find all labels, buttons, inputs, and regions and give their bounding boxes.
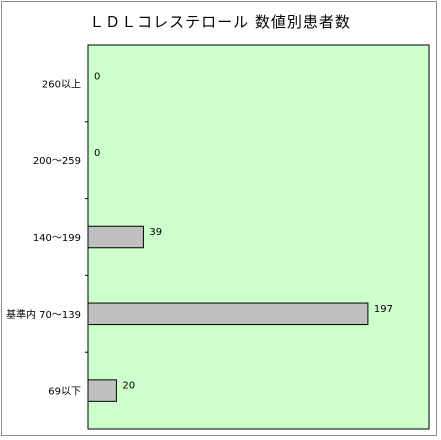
data-label: 197 xyxy=(374,304,393,315)
data-labels: 0 0 39 197 20 xyxy=(94,71,393,391)
bar xyxy=(87,379,117,402)
data-label: 0 xyxy=(94,71,100,82)
category-label: 140～199 xyxy=(33,233,81,244)
data-label: 39 xyxy=(149,227,162,238)
plot-area xyxy=(87,44,430,430)
data-label: 20 xyxy=(122,381,135,392)
y-axis-ticks xyxy=(85,121,88,353)
bars xyxy=(87,225,369,402)
category-label: 69以下 xyxy=(48,387,81,398)
category-label: 基準内 70～139 xyxy=(6,308,81,321)
chart-title: ＬＤＬコレステロール 数値別患者数 xyxy=(89,13,351,31)
category-labels: 260以上 200～259 140～199 基準内 70～139 69以下 xyxy=(6,78,81,397)
data-label: 0 xyxy=(94,148,100,159)
category-label: 260以上 xyxy=(42,78,81,90)
bar xyxy=(87,225,144,249)
bar xyxy=(87,302,369,326)
category-label: 200～259 xyxy=(33,156,81,167)
